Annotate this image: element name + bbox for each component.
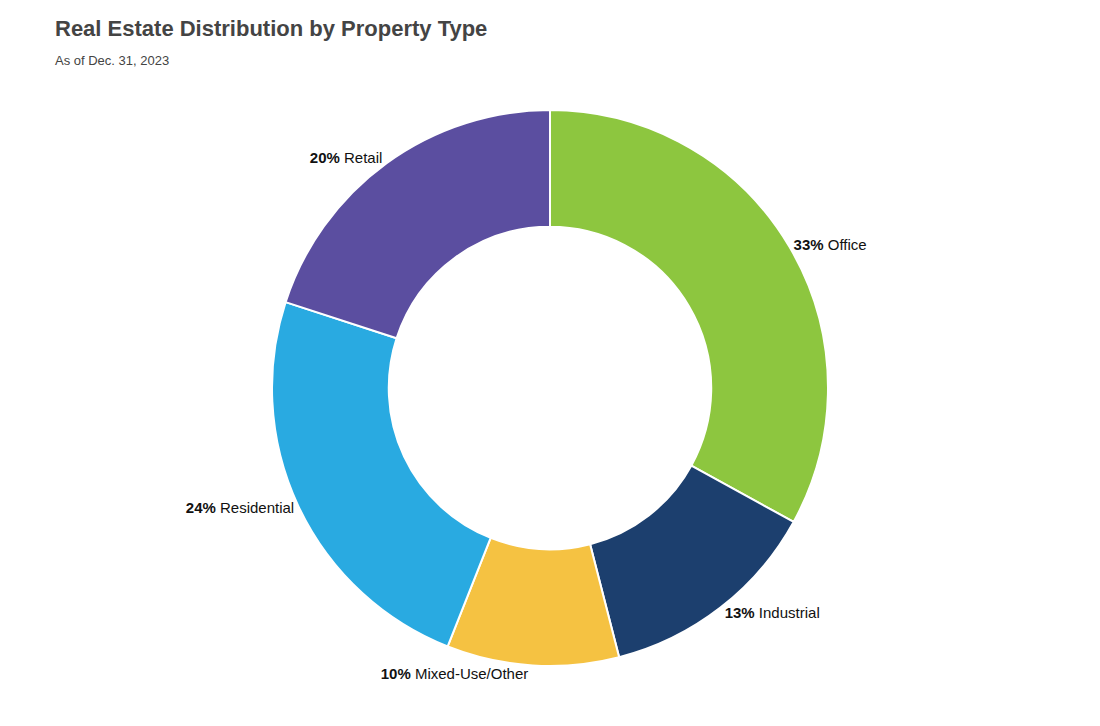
svg-text:24% Residential: 24% Residential — [186, 499, 294, 516]
svg-text:10% Mixed-Use/Other: 10% Mixed-Use/Other — [381, 665, 529, 682]
svg-text:Real Estate Distribution by Pr: Real Estate Distribution by Property Typ… — [55, 16, 487, 68]
svg-text:33% Office: 33% Office — [794, 236, 867, 253]
svg-text:13% Industrial: 13% Industrial — [725, 604, 820, 621]
svg-text:20% Retail: 20% Retail — [310, 149, 383, 166]
